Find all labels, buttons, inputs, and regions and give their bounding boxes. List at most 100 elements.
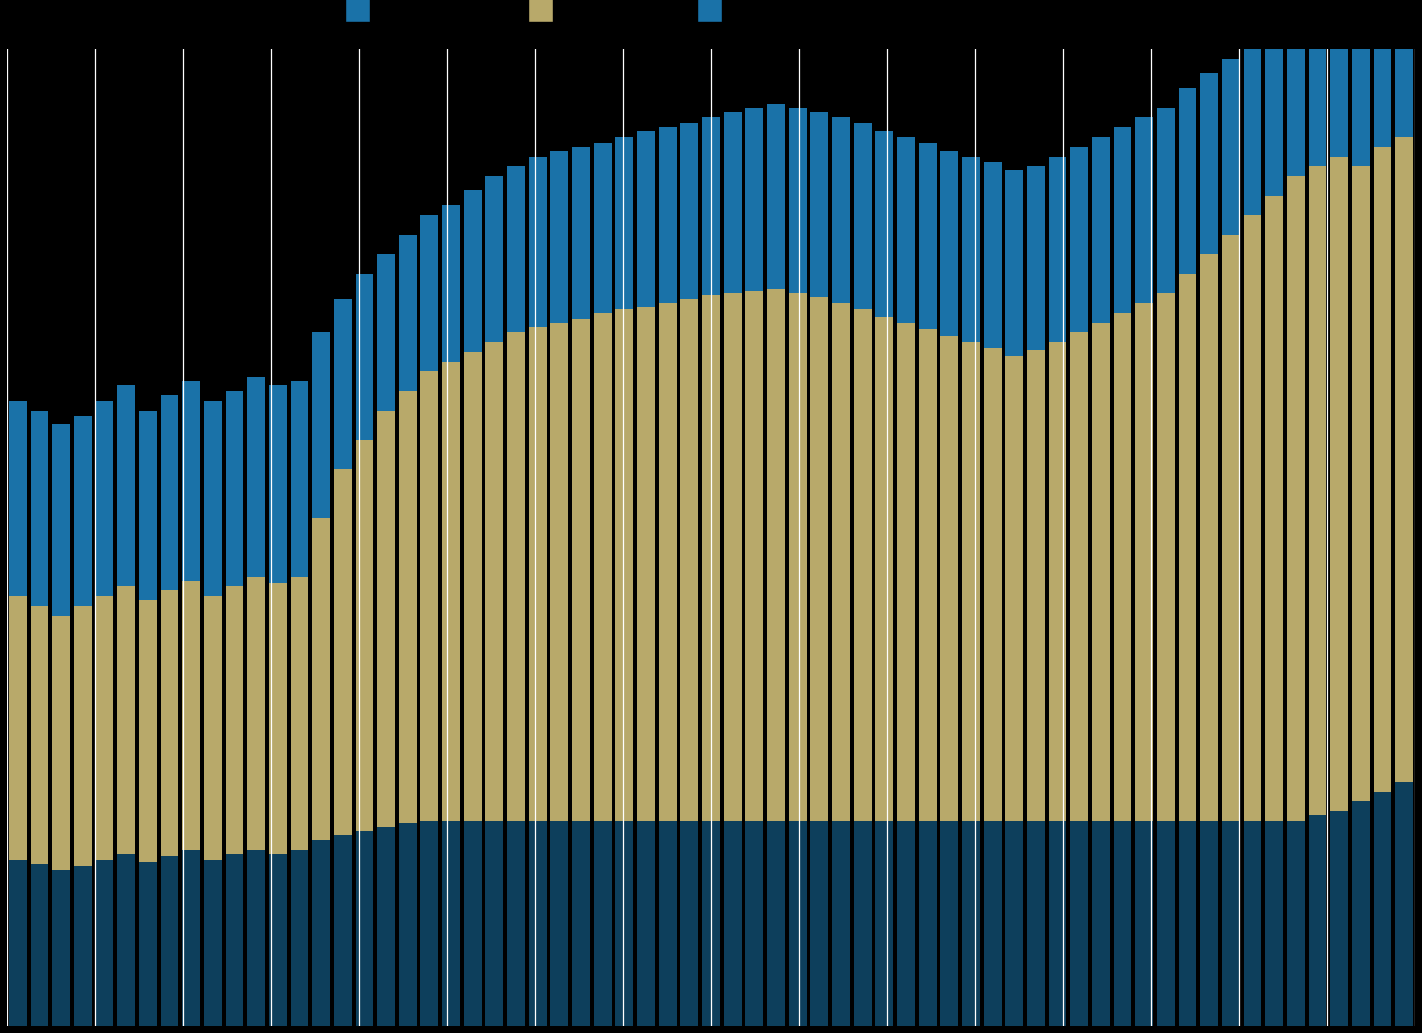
Bar xyxy=(594,143,611,313)
Bar xyxy=(1287,30,1305,176)
Bar xyxy=(117,854,135,1026)
Bar xyxy=(161,395,178,590)
Bar xyxy=(940,151,958,337)
Bar xyxy=(421,821,438,1026)
Bar xyxy=(74,416,91,606)
Bar xyxy=(876,131,893,317)
Bar xyxy=(1200,254,1219,821)
Bar xyxy=(203,860,222,1026)
Bar xyxy=(1266,821,1283,1026)
Bar xyxy=(1331,13,1348,157)
Bar xyxy=(1158,107,1175,293)
Bar xyxy=(74,606,91,866)
Bar xyxy=(182,850,201,1026)
Bar xyxy=(1135,303,1153,821)
Bar xyxy=(464,352,482,821)
Bar xyxy=(789,293,806,821)
Bar xyxy=(377,410,395,826)
Bar xyxy=(398,234,417,392)
Bar xyxy=(269,385,287,583)
Bar xyxy=(681,300,698,821)
Bar xyxy=(940,821,958,1026)
Bar xyxy=(95,596,114,860)
Bar xyxy=(811,298,828,821)
Bar xyxy=(594,313,611,821)
Bar xyxy=(658,127,677,303)
Bar xyxy=(745,107,764,291)
Bar xyxy=(1308,20,1327,166)
Bar xyxy=(1092,322,1109,821)
Bar xyxy=(398,392,417,823)
Bar xyxy=(139,862,156,1026)
Bar xyxy=(1049,157,1066,342)
Bar xyxy=(1135,821,1153,1026)
Bar xyxy=(637,131,656,307)
Bar xyxy=(963,342,980,821)
Bar xyxy=(1308,166,1327,815)
Bar xyxy=(984,348,1001,821)
Bar xyxy=(1395,137,1413,782)
Bar xyxy=(1221,821,1240,1026)
Bar xyxy=(529,157,546,326)
Bar xyxy=(464,821,482,1026)
Bar xyxy=(313,518,330,841)
Bar xyxy=(984,821,1001,1026)
Bar xyxy=(724,112,741,293)
Bar xyxy=(658,303,677,821)
Bar xyxy=(766,289,785,821)
Bar xyxy=(1005,355,1024,821)
Bar xyxy=(897,137,914,322)
Bar xyxy=(1331,157,1348,811)
Bar xyxy=(182,381,201,581)
Bar xyxy=(702,295,720,821)
Bar xyxy=(637,821,656,1026)
Bar xyxy=(95,401,114,596)
Bar xyxy=(1287,821,1305,1026)
Bar xyxy=(789,107,806,293)
Bar xyxy=(940,337,958,821)
Bar xyxy=(963,821,980,1026)
Bar xyxy=(1135,118,1153,303)
Bar xyxy=(1374,147,1392,791)
Bar xyxy=(313,333,330,518)
Bar xyxy=(1200,821,1219,1026)
Bar xyxy=(117,385,135,587)
Bar xyxy=(1158,293,1175,821)
Bar xyxy=(1352,166,1369,802)
Bar xyxy=(1179,821,1196,1026)
Bar xyxy=(74,866,91,1026)
Bar xyxy=(1113,821,1132,1026)
Bar xyxy=(1071,333,1088,821)
Bar xyxy=(832,821,850,1026)
Bar xyxy=(1331,811,1348,1026)
Bar xyxy=(984,162,1001,348)
Bar xyxy=(1179,88,1196,274)
Bar xyxy=(508,821,525,1026)
Bar xyxy=(485,176,503,342)
Bar xyxy=(550,821,569,1026)
FancyBboxPatch shape xyxy=(346,0,370,22)
Bar xyxy=(724,821,741,1026)
Bar xyxy=(334,300,351,469)
Bar xyxy=(594,821,611,1026)
Bar xyxy=(1221,234,1240,821)
Bar xyxy=(442,206,459,362)
Bar xyxy=(356,831,373,1026)
Bar xyxy=(919,328,937,821)
Bar xyxy=(182,581,201,850)
Bar xyxy=(247,377,264,576)
Bar xyxy=(1221,59,1240,234)
Bar xyxy=(269,583,287,854)
Bar xyxy=(421,215,438,372)
Bar xyxy=(1244,215,1261,821)
Bar xyxy=(1395,0,1413,137)
Bar xyxy=(377,826,395,1026)
Bar xyxy=(377,254,395,410)
Bar xyxy=(1266,195,1283,821)
Bar xyxy=(1027,350,1045,821)
Bar xyxy=(702,118,720,295)
Bar xyxy=(290,850,309,1026)
Bar xyxy=(226,587,243,854)
Bar xyxy=(226,392,243,587)
Bar xyxy=(53,870,70,1026)
